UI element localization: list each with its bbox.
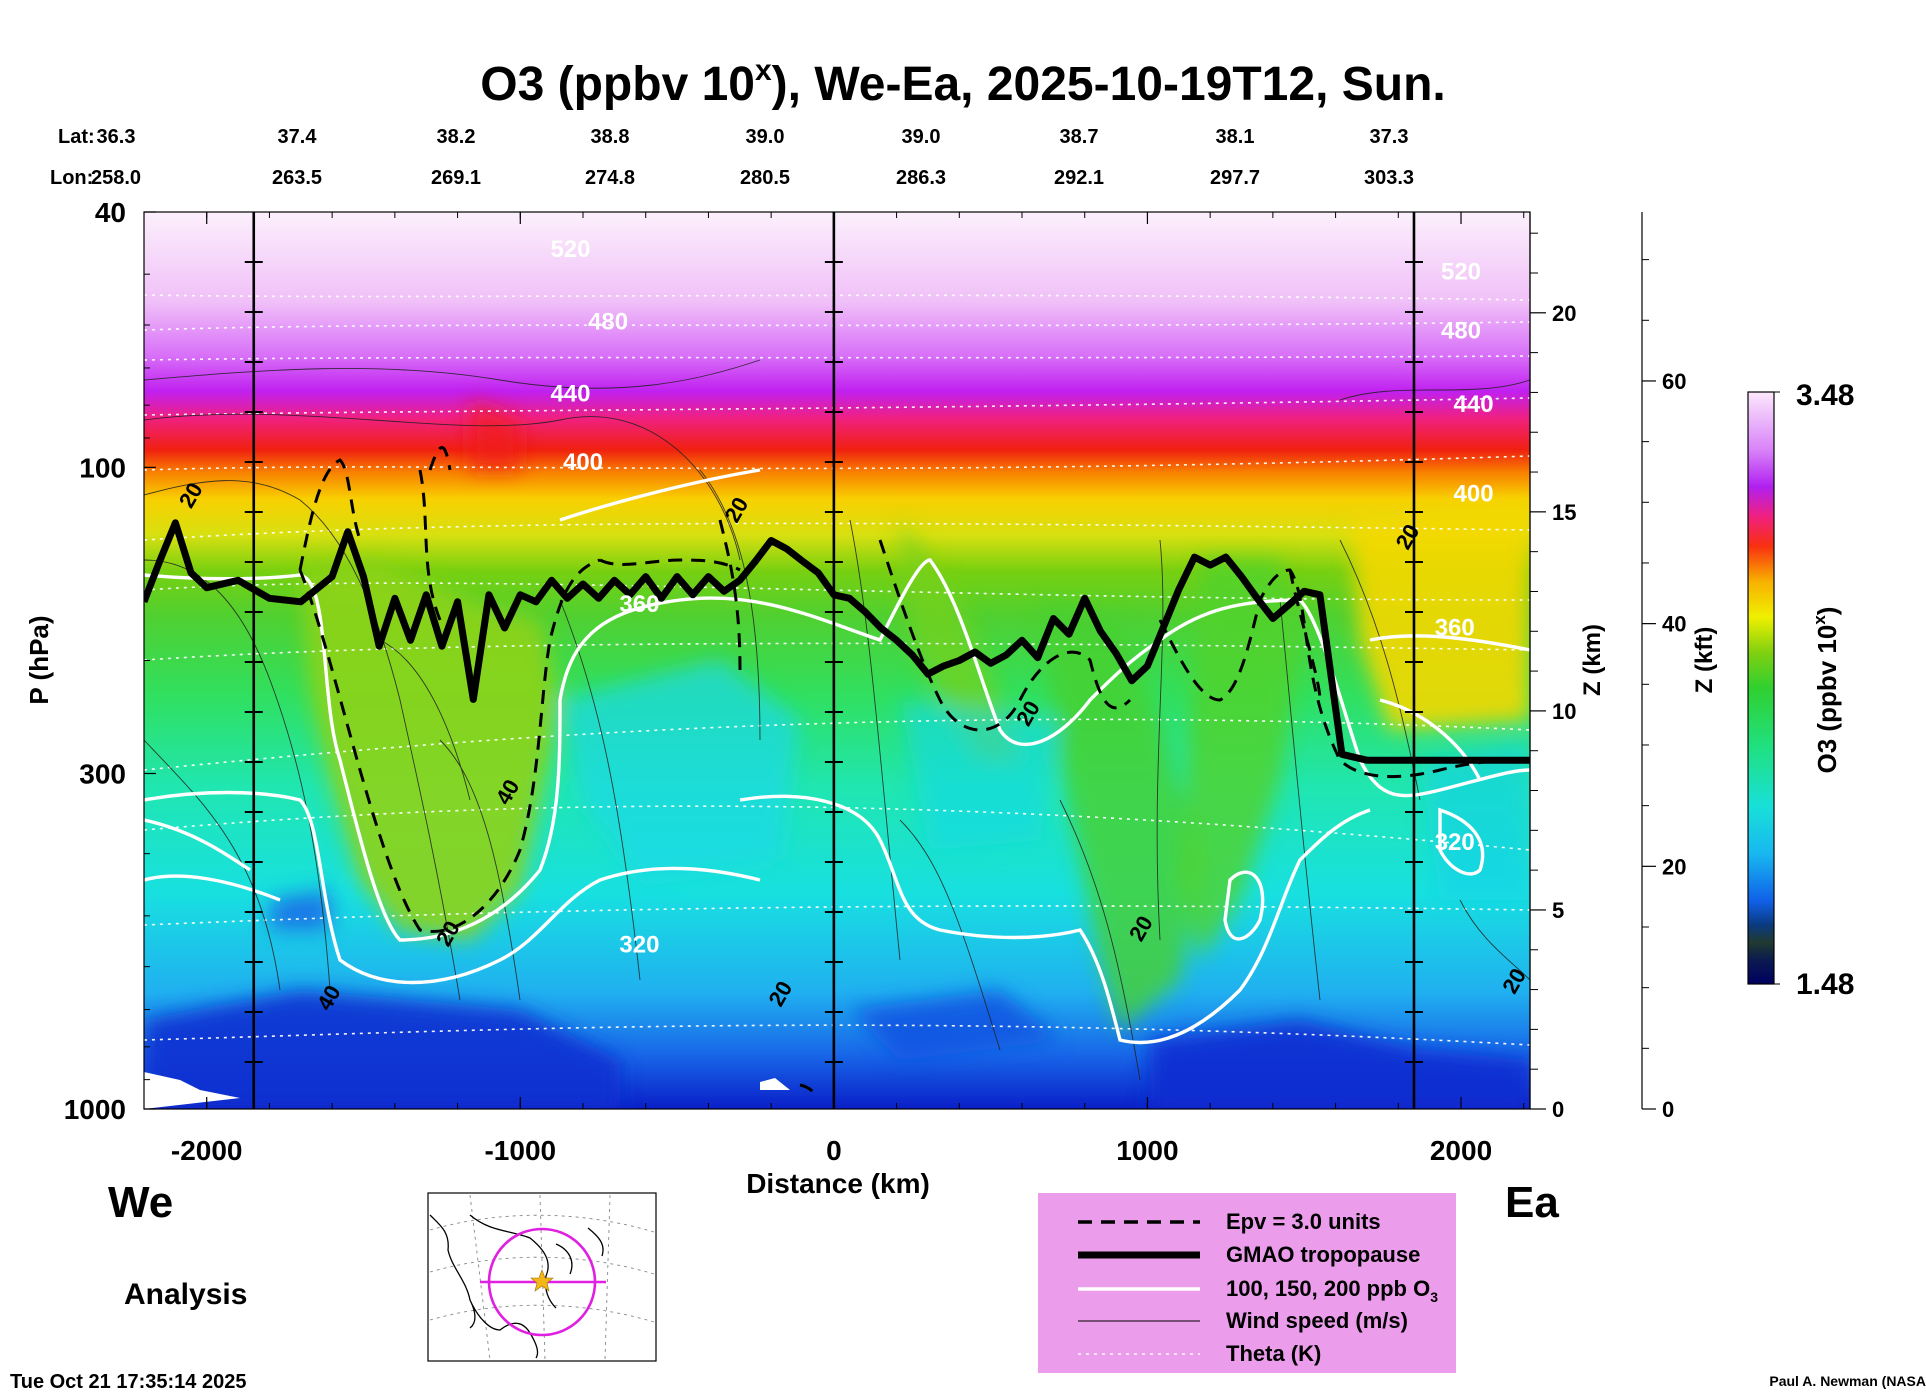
colorbar-title: O3 (ppbv 10x): [1810, 607, 1842, 774]
lat-value: 37.4: [278, 126, 318, 148]
z-kft-tick-label: 40: [1662, 612, 1686, 637]
x-axis-label: Distance (km): [746, 1168, 930, 1199]
colorbar-min-label: 1.48: [1796, 968, 1854, 1001]
timestamp: Tue Oct 21 17:35:14 2025: [10, 1371, 246, 1393]
theta-label: 320: [619, 931, 659, 958]
lon-value: 286.3: [896, 167, 946, 189]
theta-label: 480: [1441, 318, 1481, 345]
inset-map: [427, 1192, 657, 1362]
chart-title: O3 (ppbv 10x), We-Ea, 2025-10-19T12, Sun…: [480, 54, 1445, 111]
y-tick-label: 100: [79, 452, 126, 483]
colorbar-ticks: [1774, 391, 1780, 985]
z-km-tick-label: 15: [1552, 500, 1576, 525]
colorbar-max-label: 3.48: [1796, 379, 1854, 412]
y-tick-label: 1000: [64, 1094, 126, 1125]
legend-label-o3: 100, 150, 200 ppb O3: [1226, 1276, 1438, 1305]
y-tick-label: 40: [95, 197, 126, 228]
lat-value: 39.0: [746, 126, 785, 148]
lat-value: 37.3: [1370, 126, 1409, 148]
lon-value: 292.1: [1054, 167, 1104, 189]
o3-white-contours: [144, 468, 1530, 1045]
lat-value: 36.3: [97, 126, 136, 148]
lat-value: 39.0: [902, 126, 941, 148]
theta-label: 520: [550, 236, 590, 263]
lon-value: 263.5: [272, 167, 322, 189]
missing-data-patch: [144, 1072, 240, 1109]
theta-label: 440: [1454, 391, 1494, 418]
vertical-reference-lines: [244, 212, 1423, 1109]
z-km-tick-label: 5: [1552, 898, 1564, 923]
theta-contour-labels: 520 480 440 400 360 320 520 480 440 400 360 320: [550, 236, 1493, 958]
lon-value: 274.8: [585, 167, 635, 189]
x-axis: -2000 -1000 0 1000 2000: [171, 212, 1525, 1166]
z-kft-tick-label: 60: [1662, 369, 1686, 394]
lat-row-label: Lat:: [58, 126, 95, 148]
lon-value: 297.7: [1210, 167, 1260, 189]
z-kft-axis: 0 20 40 60: [1641, 212, 1686, 1122]
theta-label: 440: [550, 381, 590, 408]
y-axis: 40 100 300 1000: [64, 197, 156, 1125]
z-km-tick-label: 0: [1552, 1097, 1564, 1122]
analysis-label: Analysis: [124, 1278, 247, 1311]
z-kft-label: Z (kft): [1691, 627, 1718, 694]
theta-label: 400: [563, 449, 603, 476]
map-graticule: [429, 1194, 655, 1361]
lon-value: 280.5: [740, 167, 790, 189]
west-label: We: [108, 1178, 173, 1227]
x-tick-label: -1000: [484, 1135, 556, 1166]
z-km-tick-label: 10: [1552, 699, 1576, 724]
x-tick-label: 0: [826, 1135, 842, 1166]
lat-value: 38.8: [591, 126, 630, 148]
z-kft-tick-label: 0: [1662, 1097, 1674, 1122]
ozone-anomalies: [144, 400, 1530, 1109]
z-km-tick-label: 20: [1552, 301, 1576, 326]
lat-value: 38.2: [437, 126, 476, 148]
theta-label: 360: [619, 591, 659, 618]
z-km-label: Z (km): [1579, 624, 1606, 696]
x-tick-label: -2000: [171, 1135, 243, 1166]
lon-row-label: Lon:: [50, 167, 93, 189]
lat-value: 38.1: [1216, 126, 1255, 148]
x-tick-label: 1000: [1116, 1135, 1178, 1166]
x-tick-label: 2000: [1430, 1135, 1492, 1166]
legend-label-tropopause: GMAO tropopause: [1226, 1242, 1420, 1267]
theta-label: 360: [1435, 615, 1475, 642]
theta-label: 520: [1441, 259, 1481, 286]
theta-lines: [144, 294, 1530, 1046]
lon-value: 269.1: [431, 167, 481, 189]
y-axis-label: P (hPa): [24, 615, 54, 704]
lat-value: 38.7: [1060, 126, 1099, 148]
lat-lon-header: 36.3 37.4 38.2 38.8 39.0 39.0 38.7 38.1 37.3 258.…: [91, 126, 1414, 189]
legend-label-epv: Epv = 3.0 units: [1226, 1209, 1381, 1234]
legend-label-theta: Theta (K): [1226, 1341, 1321, 1366]
theta-label: 480: [588, 309, 628, 336]
map-center-star-icon: [530, 1269, 554, 1292]
missing-data-patch: [760, 1078, 790, 1090]
legend: Epv = 3.0 units GMAO tropopause 100, 150…: [1038, 1193, 1456, 1373]
colorbar: [1747, 391, 1775, 985]
z-kft-tick-label: 20: [1662, 854, 1686, 879]
epv-contours: [298, 446, 1530, 1095]
tropopause-line: [144, 519, 1530, 764]
map-coastlines: [429, 1214, 604, 1359]
legend-label-wind: Wind speed (m/s): [1226, 1308, 1408, 1333]
east-label: Ea: [1505, 1178, 1559, 1227]
theta-label: 400: [1454, 480, 1494, 507]
z-km-axis: 0 5 10 15 20: [1529, 212, 1576, 1122]
y-tick-label: 300: [79, 758, 126, 789]
lon-value: 303.3: [1364, 167, 1414, 189]
theta-label: 320: [1435, 829, 1475, 856]
credit: Paul A. Newman (NASA: [1769, 1373, 1926, 1389]
lon-value: 258.0: [91, 167, 141, 189]
